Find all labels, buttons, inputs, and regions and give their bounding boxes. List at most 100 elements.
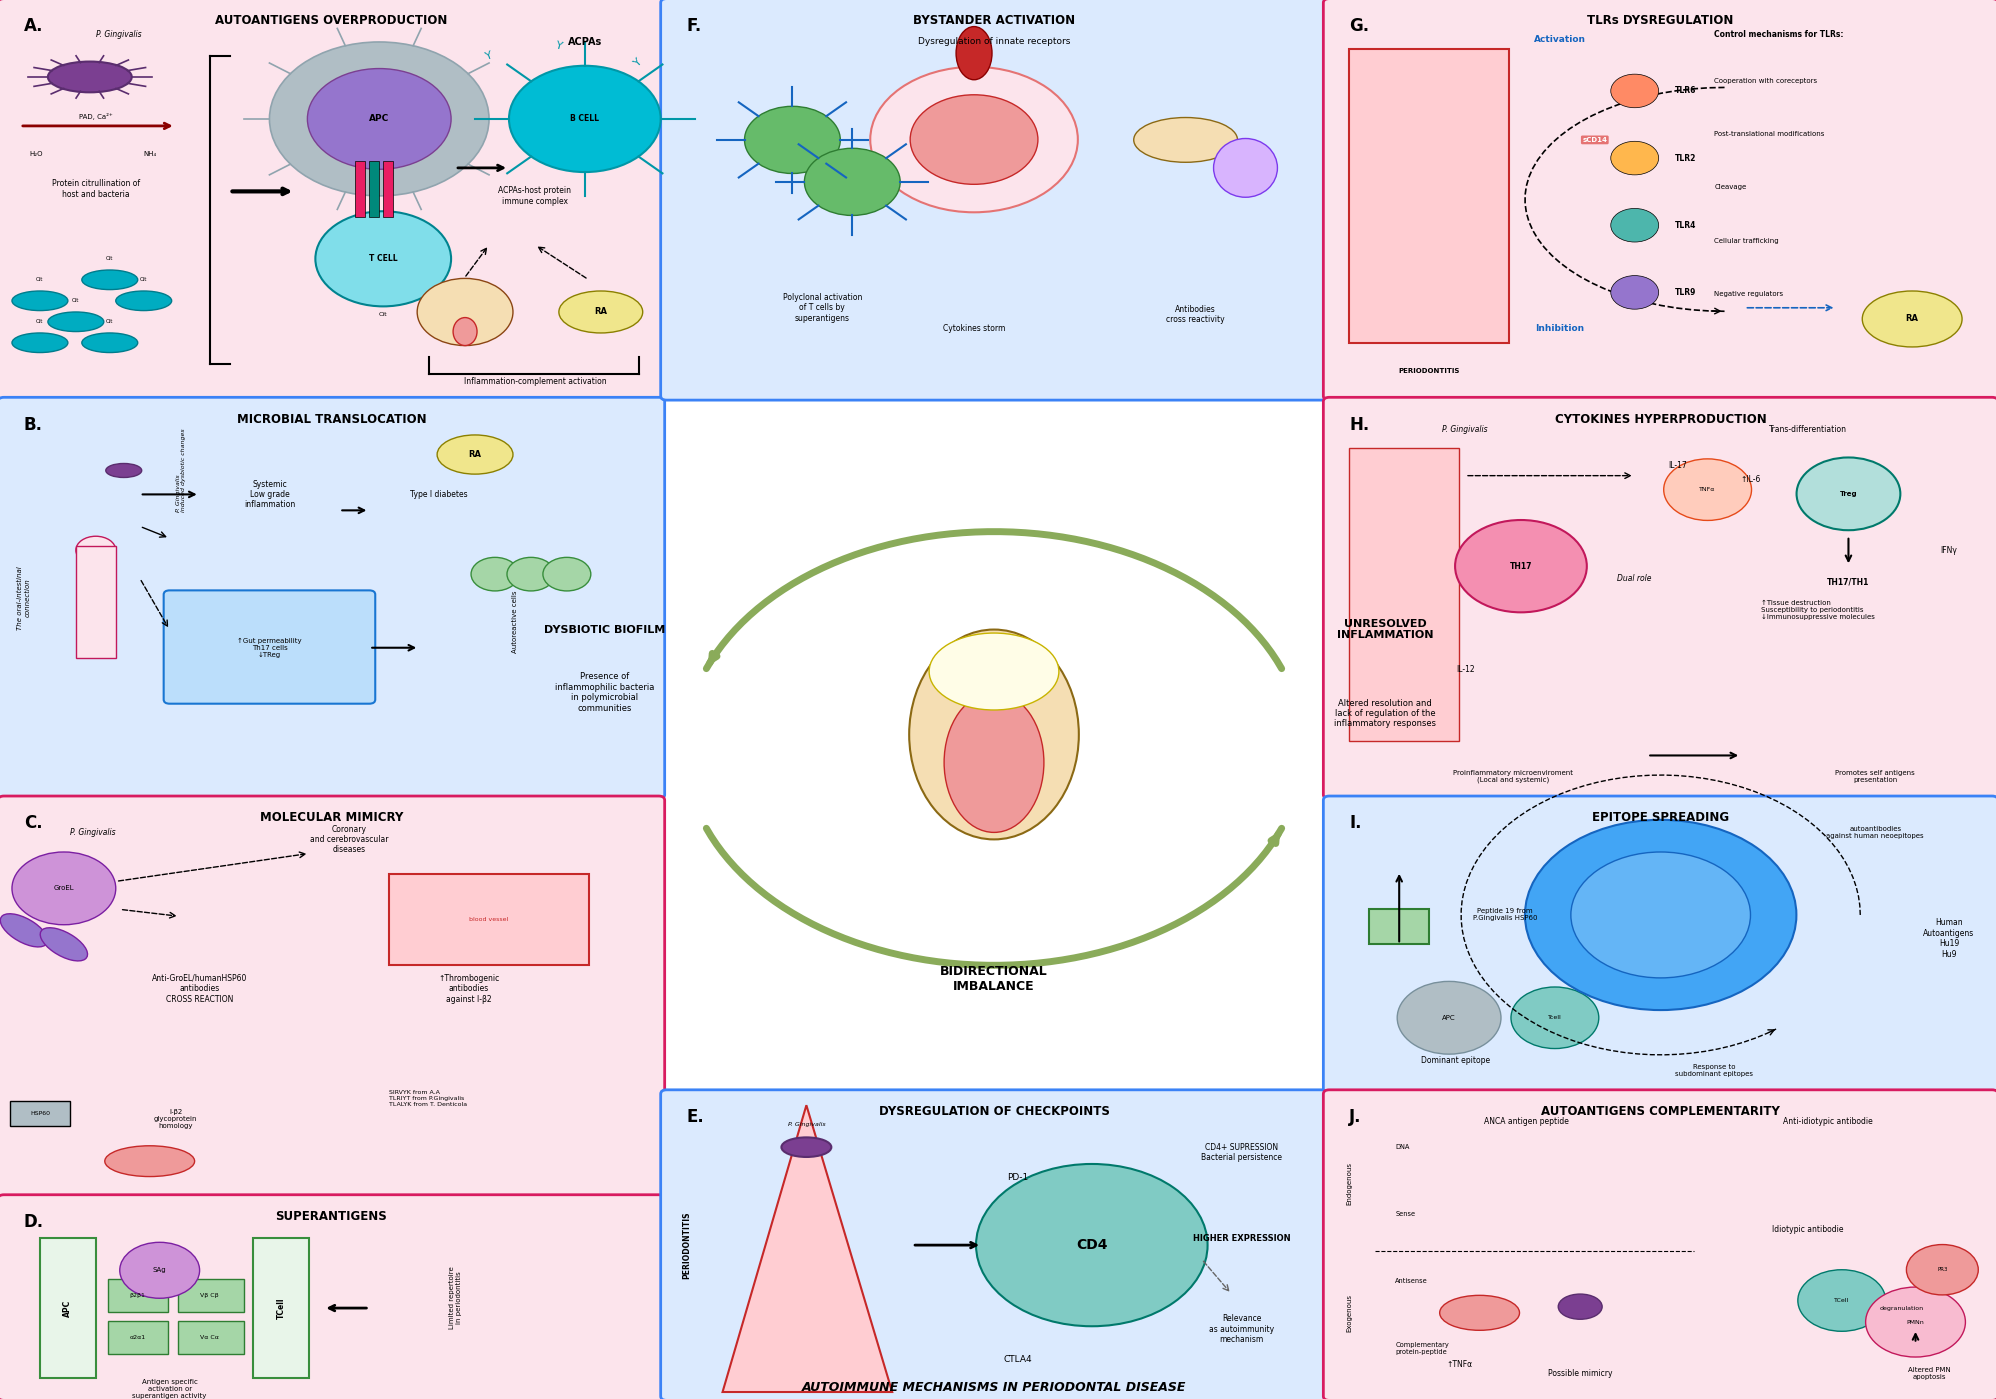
Circle shape: [1798, 1270, 1886, 1332]
Circle shape: [1571, 852, 1750, 978]
Bar: [1349, 49, 1509, 343]
Text: PD-1: PD-1: [1008, 1172, 1028, 1182]
Circle shape: [910, 95, 1038, 185]
Text: P. Gingivalis: P. Gingivalis: [1443, 425, 1487, 434]
Text: Cleavage: Cleavage: [1715, 185, 1746, 190]
Text: Y: Y: [555, 41, 563, 52]
Ellipse shape: [944, 693, 1044, 832]
Text: TCell: TCell: [277, 1297, 285, 1319]
Text: BIDIRECTIONAL
IMBALANCE: BIDIRECTIONAL IMBALANCE: [940, 965, 1048, 993]
Text: Systemic
Low grade
inflammation: Systemic Low grade inflammation: [244, 480, 295, 509]
Text: Polyclonal activation
of T cells by
superantigens: Polyclonal activation of T cells by supe…: [782, 292, 862, 323]
Text: PERIODONTITIS: PERIODONTITIS: [683, 1212, 691, 1279]
Text: The oral-intestinal
connection: The oral-intestinal connection: [18, 567, 30, 630]
Circle shape: [1866, 1287, 1966, 1357]
FancyBboxPatch shape: [164, 590, 375, 704]
FancyBboxPatch shape: [0, 397, 665, 799]
Text: Idiotypic antibodie: Idiotypic antibodie: [1772, 1226, 1844, 1234]
Bar: [10, 1101, 70, 1126]
FancyBboxPatch shape: [1323, 1090, 1996, 1399]
Text: Negative regulators: Negative regulators: [1715, 291, 1784, 297]
Text: Cit: Cit: [140, 277, 148, 283]
Circle shape: [417, 278, 513, 346]
Circle shape: [307, 69, 451, 169]
Text: ↑IL-6: ↑IL-6: [1741, 476, 1760, 484]
Text: TNFα: TNFα: [1699, 487, 1717, 492]
Text: Antibodies
cross reactivity: Antibodies cross reactivity: [1166, 305, 1226, 325]
FancyBboxPatch shape: [0, 796, 665, 1198]
Text: Inflammation-complement activation: Inflammation-complement activation: [463, 378, 607, 386]
Text: ↑Tissue destruction
Susceptibility to periodontitis
↓Immunosuppressive molecules: ↑Tissue destruction Susceptibility to pe…: [1760, 600, 1874, 620]
Text: G.: G.: [1349, 17, 1369, 35]
Text: Control mechanisms for TLRs:: Control mechanisms for TLRs:: [1715, 31, 1844, 39]
Ellipse shape: [559, 291, 643, 333]
Text: ↑Gut permeability
Th17 cells
↓TReg: ↑Gut permeability Th17 cells ↓TReg: [238, 638, 301, 658]
Text: blood vessel: blood vessel: [469, 916, 509, 922]
Circle shape: [1796, 457, 1900, 530]
Text: Anti-idiotypic antibodie: Anti-idiotypic antibodie: [1784, 1118, 1872, 1126]
Text: Presence of
inflammophilic bacteria
in polymicrobial
communities: Presence of inflammophilic bacteria in p…: [555, 673, 655, 712]
Text: CTLA4: CTLA4: [1004, 1356, 1032, 1364]
Circle shape: [976, 1164, 1208, 1326]
Text: Dominant epitope: Dominant epitope: [1421, 1056, 1489, 1065]
Circle shape: [269, 42, 489, 196]
FancyBboxPatch shape: [0, 1195, 665, 1399]
Text: autoantibodies
against human neoepitopes: autoantibodies against human neoepitopes: [1826, 827, 1924, 839]
Text: ↑TNFα: ↑TNFα: [1447, 1360, 1473, 1368]
Text: Protein citrullination of
host and bacteria: Protein citrullination of host and bacte…: [52, 179, 140, 199]
Text: BYSTANDER ACTIVATION: BYSTANDER ACTIVATION: [912, 14, 1076, 27]
Ellipse shape: [82, 333, 138, 353]
Text: PERIODONTITIS: PERIODONTITIS: [1399, 368, 1459, 374]
Text: Treg: Treg: [1840, 491, 1856, 497]
Bar: [76, 546, 116, 658]
Text: Cooperation with coreceptors: Cooperation with coreceptors: [1715, 78, 1818, 84]
Text: TCell: TCell: [1834, 1298, 1850, 1302]
Ellipse shape: [1559, 1294, 1603, 1319]
Text: Limited repertoire
in periodontitis: Limited repertoire in periodontitis: [449, 1266, 461, 1329]
Ellipse shape: [437, 435, 513, 474]
Text: I-β2
glycoprotein
homology: I-β2 glycoprotein homology: [154, 1109, 198, 1129]
Text: TLR9: TLR9: [1675, 288, 1697, 297]
Circle shape: [1511, 988, 1599, 1049]
Text: Trans-differentiation: Trans-differentiation: [1768, 425, 1846, 434]
Text: IL-12: IL-12: [1455, 666, 1475, 674]
Text: Proinflammatory microenviroment
(Local and systemic): Proinflammatory microenviroment (Local a…: [1453, 769, 1573, 783]
Text: RA: RA: [595, 308, 607, 316]
Text: CD4+ SUPRESSION
Bacterial persistence: CD4+ SUPRESSION Bacterial persistence: [1202, 1143, 1281, 1163]
Text: Sense: Sense: [1395, 1210, 1415, 1217]
Circle shape: [1906, 1245, 1978, 1295]
Text: PR3: PR3: [1936, 1267, 1948, 1272]
Text: Antisense: Antisense: [1395, 1277, 1427, 1284]
Text: ANCA antigen peptide: ANCA antigen peptide: [1485, 1118, 1569, 1126]
Ellipse shape: [116, 291, 172, 311]
Text: Antigen specific
activation or
superantigen activity: Antigen specific activation or superanti…: [132, 1379, 208, 1399]
Circle shape: [804, 148, 900, 215]
Text: H₂O: H₂O: [30, 151, 42, 157]
Text: Exogenous: Exogenous: [1345, 1294, 1353, 1332]
Text: Cit: Cit: [36, 277, 44, 283]
Text: Coronary
and cerebrovascular
diseases: Coronary and cerebrovascular diseases: [309, 824, 389, 855]
Text: TLRs DYSREGULATION: TLRs DYSREGULATION: [1587, 14, 1735, 27]
Text: B.: B.: [24, 416, 44, 434]
Ellipse shape: [1134, 118, 1238, 162]
Ellipse shape: [76, 536, 116, 564]
Text: Human
Autoantigens
Hu19
Hu9: Human Autoantigens Hu19 Hu9: [1924, 918, 1974, 958]
Circle shape: [471, 557, 519, 590]
Text: Vβ Cβ: Vβ Cβ: [200, 1293, 220, 1298]
Text: ACPAs: ACPAs: [567, 36, 603, 48]
Text: IL-17: IL-17: [1669, 462, 1687, 470]
Text: Possible mimicry: Possible mimicry: [1549, 1370, 1613, 1378]
Circle shape: [1455, 520, 1587, 613]
Bar: [389, 874, 589, 965]
Text: J.: J.: [1349, 1108, 1361, 1126]
Text: TH17: TH17: [1509, 561, 1533, 571]
Text: ↑Thrombogenic
antibodies
against I-β2: ↑Thrombogenic antibodies against I-β2: [439, 974, 499, 1003]
Text: Inhibition: Inhibition: [1535, 325, 1585, 333]
Text: Dual role: Dual role: [1617, 574, 1651, 582]
Text: Cit: Cit: [106, 319, 114, 325]
Ellipse shape: [0, 914, 48, 947]
Text: TLR4: TLR4: [1675, 221, 1697, 229]
Text: Cit: Cit: [72, 298, 80, 304]
Text: Type I diabetes: Type I diabetes: [411, 490, 467, 499]
Text: Tcell: Tcell: [1549, 1016, 1561, 1020]
